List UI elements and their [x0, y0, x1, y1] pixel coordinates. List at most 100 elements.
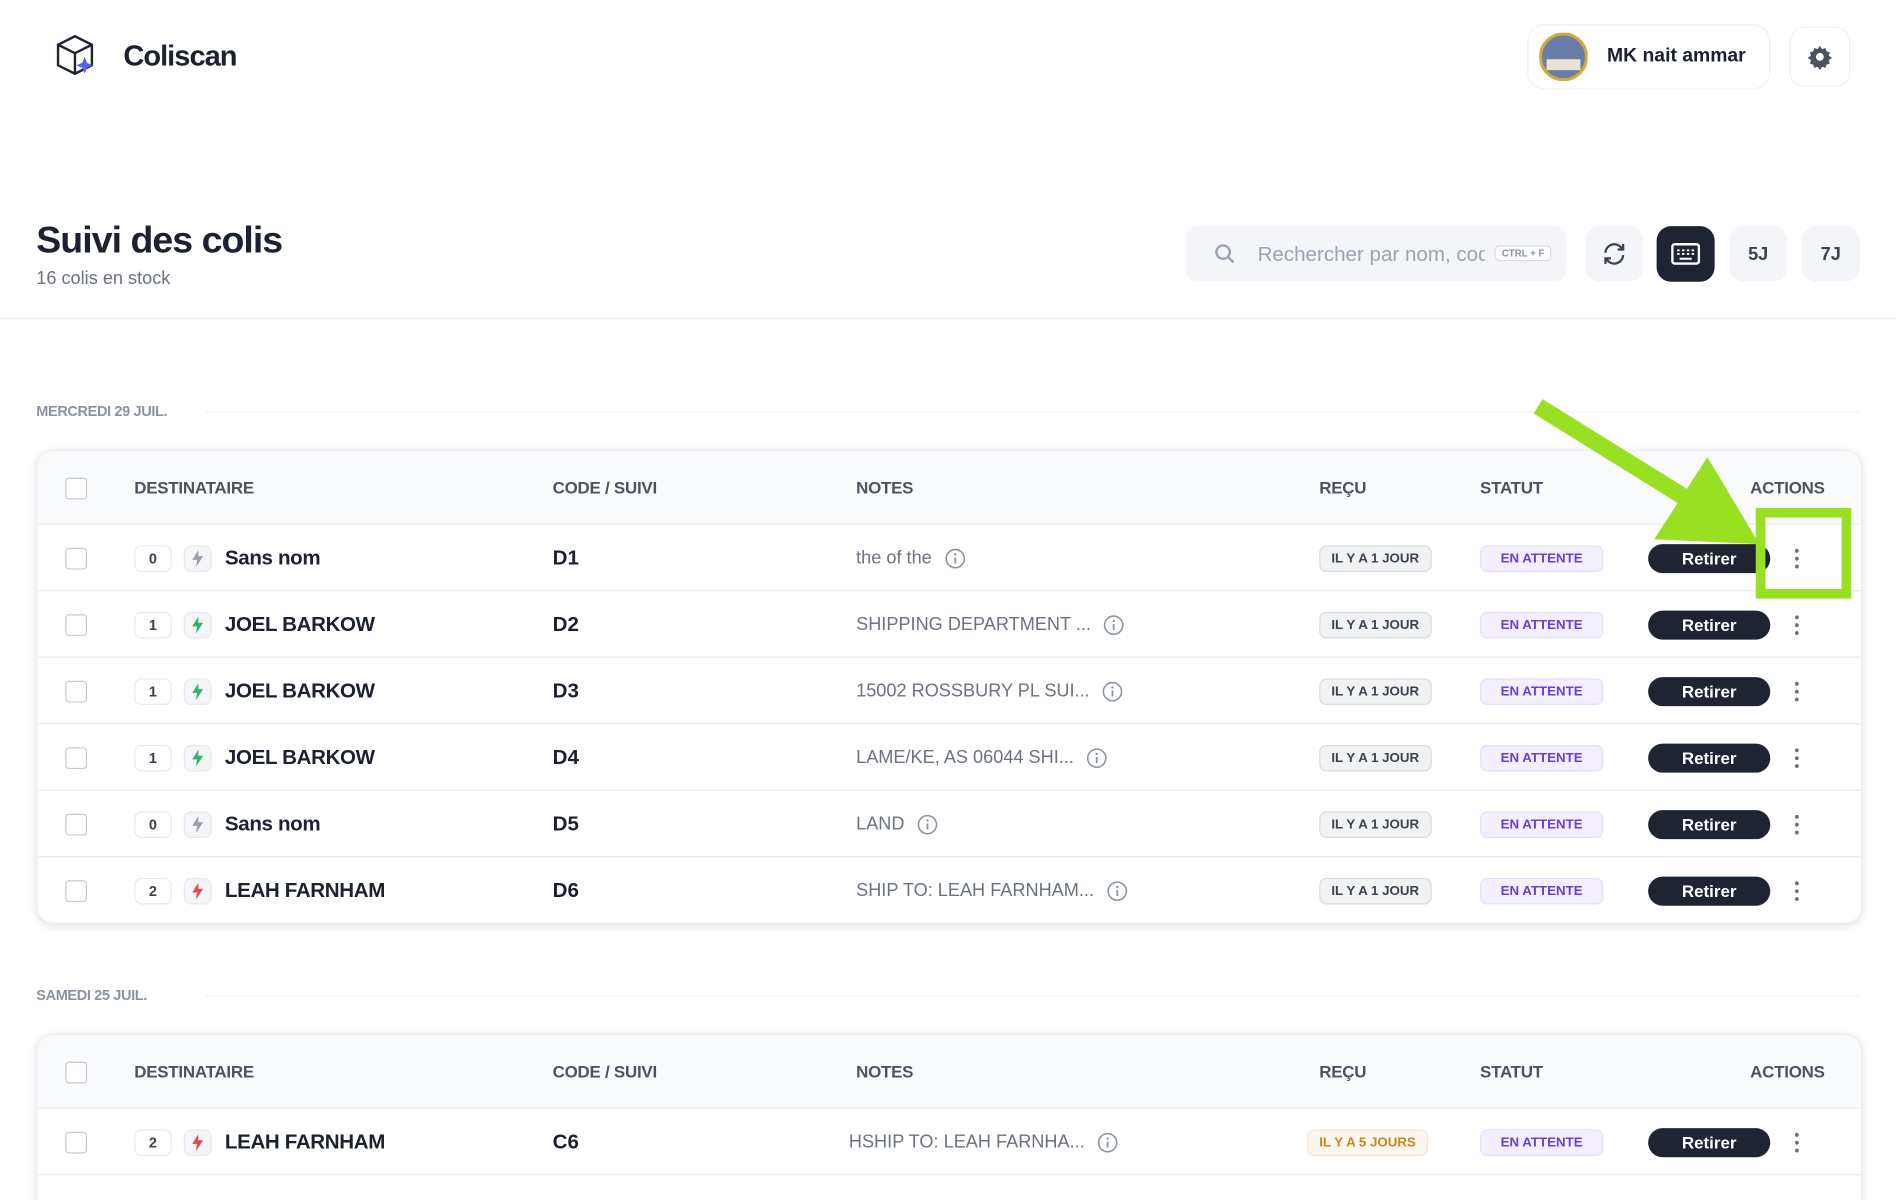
search-icon: [1215, 244, 1235, 264]
status-cell: EN ATTENTE: [1480, 1109, 1604, 1176]
withdraw-button[interactable]: Retirer: [1648, 543, 1771, 573]
table-row: 0 Sans nom D1 the of the IL Y A 1 JOUR EN ATT…: [37, 523, 1861, 592]
code-cell: D4: [553, 724, 579, 791]
refresh-button[interactable]: [1585, 226, 1644, 282]
recipient-cell: 2 LEAH FARNHAM: [134, 857, 385, 922]
info-icon: [1104, 614, 1124, 635]
status-cell: EN ATTENTE: [1480, 857, 1604, 922]
flash-badge: [183, 877, 212, 904]
withdraw-button[interactable]: Retirer: [1648, 743, 1771, 773]
flash-badge: [183, 1128, 212, 1156]
withdraw-button[interactable]: Retirer: [1648, 676, 1771, 706]
column-header: CODE / SUIVI: [552, 1061, 658, 1082]
more-button[interactable]: [1793, 813, 1800, 835]
more-button[interactable]: [1793, 680, 1800, 702]
row-checkbox[interactable]: [65, 1131, 88, 1154]
more-icon: [1794, 880, 1799, 901]
code-cell: D2: [553, 591, 579, 658]
received-cell: IL Y A 1 JOUR: [1319, 591, 1432, 658]
more-icon: [1794, 548, 1799, 568]
divider: [0, 318, 1896, 320]
column-header: ACTIONS: [1750, 1061, 1825, 1082]
withdraw-button[interactable]: Retirer: [1648, 876, 1771, 906]
page-subtitle: 16 colis en stock: [36, 268, 171, 289]
withdraw-button[interactable]: Retirer: [1648, 1127, 1771, 1157]
code-cell: D6: [552, 857, 579, 922]
more-button[interactable]: [1793, 547, 1800, 569]
actions-cell: Retirer: [1648, 525, 1800, 592]
keyboard-button[interactable]: [1656, 226, 1715, 282]
select-all-checkbox[interactable]: [65, 1061, 88, 1084]
page-title: Suivi des colis: [36, 218, 283, 262]
received-badge: IL Y A 1 JOUR: [1319, 744, 1432, 771]
column-header: ACTIONS: [1750, 477, 1825, 497]
count-badge: 0: [134, 810, 172, 838]
tracking-code: D1: [552, 545, 579, 569]
column-header: NOTES: [856, 477, 914, 497]
column-header: NOTES: [856, 1061, 914, 1082]
refresh-icon: [1604, 243, 1625, 265]
more-icon: [1794, 1132, 1799, 1152]
more-button[interactable]: [1793, 747, 1800, 769]
received-badge: IL Y A 5 JOURS: [1307, 1128, 1428, 1156]
column-header: DESTINATAIRE: [134, 477, 254, 497]
recipient-cell: 2 LEAH FARNHAM: [134, 1109, 385, 1176]
user-menu[interactable]: MK nait ammar: [1527, 24, 1771, 90]
user-name: MK nait ammar: [1607, 45, 1746, 67]
more-icon: [1794, 747, 1799, 768]
actions-cell: Retirer: [1648, 658, 1800, 725]
flash-icon: [192, 682, 204, 700]
range-button[interactable]: 5J: [1729, 226, 1788, 282]
row-checkbox[interactable]: [65, 680, 88, 703]
group-date: MERCREDI 29 JUIL.: [36, 402, 168, 420]
row-checkbox[interactable]: [65, 813, 88, 836]
gear-icon: [1807, 45, 1833, 71]
row-checkbox[interactable]: [65, 614, 88, 637]
column-header: DESTINATAIRE: [134, 1061, 254, 1082]
count-badge: 2: [134, 877, 172, 904]
notes-cell: 15002 ROSSBURY PL SUI...: [856, 658, 1123, 725]
select-all-checkbox[interactable]: [65, 477, 88, 500]
table-row: 1 JOEL BARKOW D2 SHIPPING DEPARTMENT ... IL …: [37, 590, 1861, 658]
count-badge: 1: [134, 677, 172, 705]
tracking-code: D3: [552, 678, 579, 702]
note-text: LAME/KE, AS 06044 SHI...: [856, 747, 1074, 768]
group-rule: [205, 411, 1860, 413]
more-button[interactable]: [1793, 1131, 1800, 1153]
recipient-name: Sans nom: [224, 545, 321, 569]
count-badge: 2: [134, 1128, 172, 1156]
actions-cell: Retirer: [1648, 791, 1800, 858]
note-text: SHIP TO: LEAH FARNHAM...: [856, 880, 1095, 901]
note-text: the of the: [856, 547, 932, 569]
notes-cell: LAME/KE, AS 06044 SHI...: [856, 724, 1108, 791]
code-cell: D5: [553, 791, 579, 858]
table: DESTINATAIRE CODE / SUIVI NOTES REÇU STATUT A…: [36, 449, 1863, 924]
status-cell: EN ATTENTE: [1480, 724, 1604, 791]
received-cell: IL Y A 1 JOUR: [1319, 857, 1432, 922]
actions-cell: Retirer: [1648, 1109, 1800, 1176]
settings-button[interactable]: [1789, 26, 1851, 88]
withdraw-button[interactable]: Retirer: [1648, 809, 1771, 839]
received-badge: IL Y A 1 JOUR: [1319, 677, 1432, 705]
recipient-name: LEAH FARNHAM: [224, 1129, 386, 1153]
received-badge: IL Y A 1 JOUR: [1319, 611, 1432, 638]
column-header: REÇU: [1319, 1061, 1367, 1082]
note-text: SHIPPING DEPARTMENT ...: [856, 614, 1091, 635]
recipient-cell: 1 JOEL BARKOW: [134, 724, 375, 791]
more-button[interactable]: [1793, 614, 1800, 636]
flash-badge: [183, 544, 212, 572]
flash-badge: [183, 810, 212, 838]
range-button[interactable]: 7J: [1801, 226, 1860, 282]
row-checkbox[interactable]: [65, 880, 88, 903]
withdraw-button[interactable]: Retirer: [1648, 610, 1771, 640]
more-button[interactable]: [1793, 880, 1800, 902]
row-checkbox[interactable]: [65, 547, 88, 570]
tracking-code: D5: [552, 811, 579, 835]
search-box[interactable]: Rechercher par nom, code CTRL + F: [1186, 226, 1566, 282]
row-checkbox[interactable]: [65, 747, 88, 770]
recipient-name: JOEL BARKOW: [224, 745, 375, 769]
recipient-name: Sans nom: [224, 811, 321, 835]
tracking-code: D6: [552, 878, 579, 902]
count-badge: 1: [134, 611, 172, 638]
column-header: STATUT: [1480, 477, 1543, 497]
